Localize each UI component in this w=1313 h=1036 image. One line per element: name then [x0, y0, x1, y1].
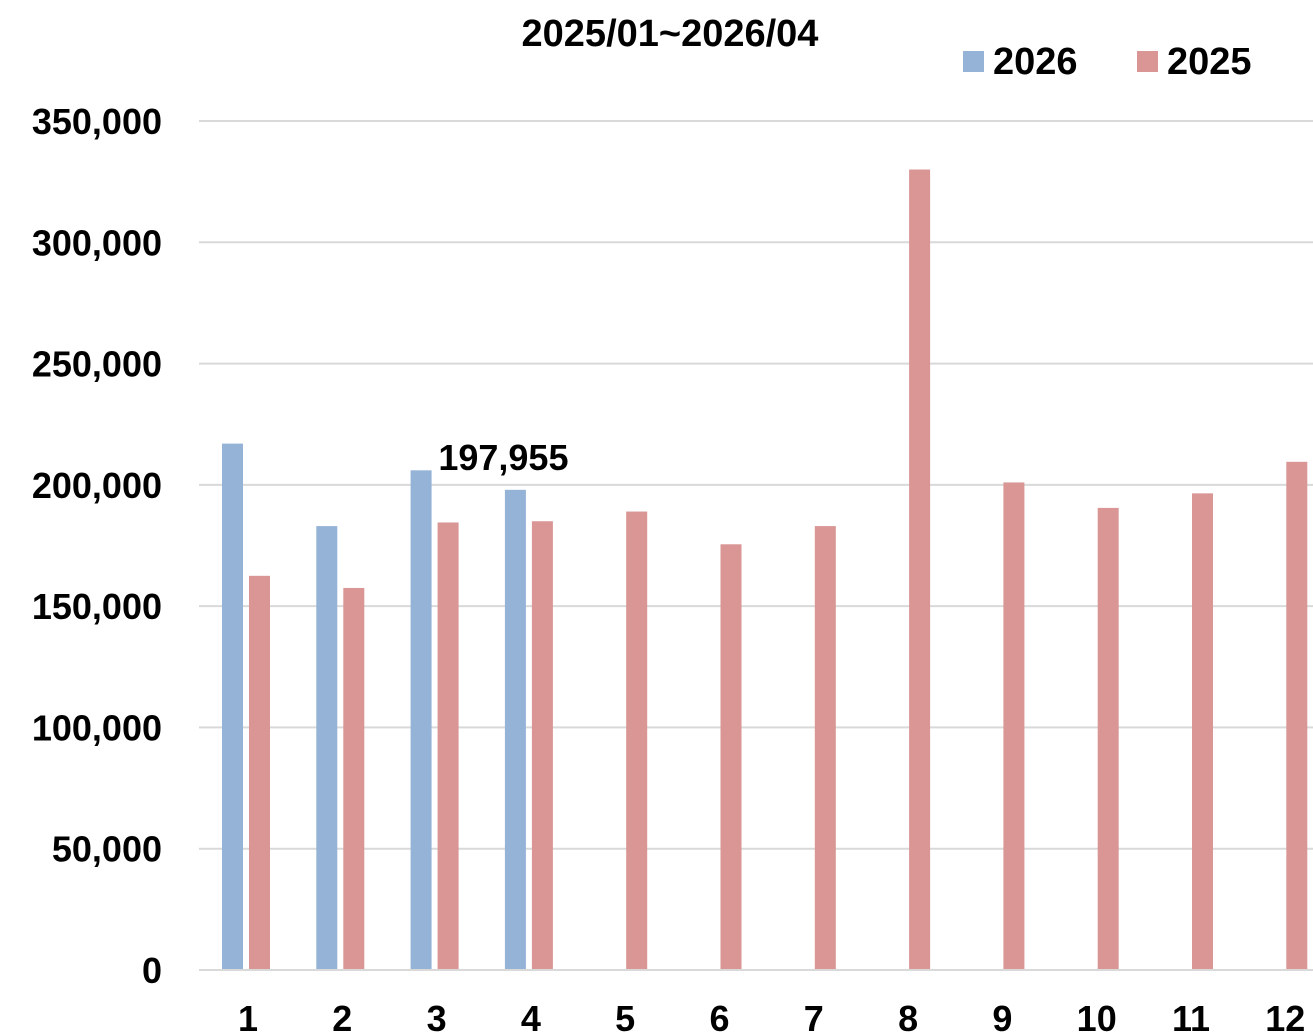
bar-2026-3 — [410, 470, 432, 970]
bar-2025-7 — [814, 526, 836, 970]
data-label: 197,955 — [438, 437, 568, 478]
y-axis: 0 50,000 100,000 150,000 200,000 250,000 300,0… — [32, 101, 162, 991]
x-tick-label: 2 — [332, 998, 352, 1036]
bar-2025-10 — [1097, 507, 1119, 970]
bar-2025-3 — [437, 522, 459, 970]
bar-2025-6 — [720, 544, 742, 970]
x-tick-label: 12 — [1265, 998, 1305, 1036]
x-tick-label: 4 — [521, 998, 541, 1036]
bar-2025-8 — [909, 169, 931, 970]
bar-2026-1 — [222, 443, 243, 970]
legend-swatch-2026 — [963, 51, 984, 72]
x-tick-label: 3 — [427, 998, 447, 1036]
gridlines — [199, 120, 1313, 850]
bar-2026-4 — [504, 489, 526, 970]
x-axis: 1 2 3 4 5 6 7 8 9 10 11 12 — [238, 998, 1305, 1036]
legend-label-2025: 2025 — [1167, 41, 1252, 83]
x-tick-label: 10 — [1077, 998, 1117, 1036]
x-tick-label: 5 — [615, 998, 635, 1036]
y-tick-label: 50,000 — [52, 829, 162, 870]
bar-2025-11 — [1192, 493, 1213, 970]
x-tick-label: 11 — [1172, 998, 1210, 1036]
y-tick-label: 300,000 — [32, 222, 162, 263]
data-labels: 197,955 — [438, 437, 568, 478]
bar-2025-2 — [343, 587, 365, 970]
bars — [199, 169, 1313, 971]
legend-label-2026: 2026 — [993, 41, 1078, 83]
y-tick-label: 0 — [142, 950, 162, 991]
x-tick-label: 6 — [709, 998, 729, 1036]
y-tick-label: 100,000 — [32, 707, 162, 748]
legend: 2026 2025 — [963, 41, 1252, 83]
bar-2025-12 — [1286, 461, 1308, 970]
bar-2025-1 — [249, 575, 270, 970]
x-tick-label: 1 — [238, 998, 258, 1036]
bar-2025-5 — [626, 511, 648, 970]
x-tick-label: 7 — [804, 998, 824, 1036]
y-tick-label: 350,000 — [32, 101, 162, 142]
bar-2025-9 — [1003, 482, 1025, 970]
chart-title: 2025/01~2026/04 — [522, 13, 819, 55]
x-tick-label: 9 — [992, 998, 1012, 1036]
bar-2025-4 — [531, 521, 553, 970]
y-tick-label: 150,000 — [32, 586, 162, 627]
legend-swatch-2025 — [1137, 51, 1158, 72]
x-tick-label: 8 — [898, 998, 918, 1036]
y-tick-label: 200,000 — [32, 465, 162, 506]
bar-2026-2 — [316, 526, 338, 970]
y-tick-label: 250,000 — [32, 344, 162, 385]
